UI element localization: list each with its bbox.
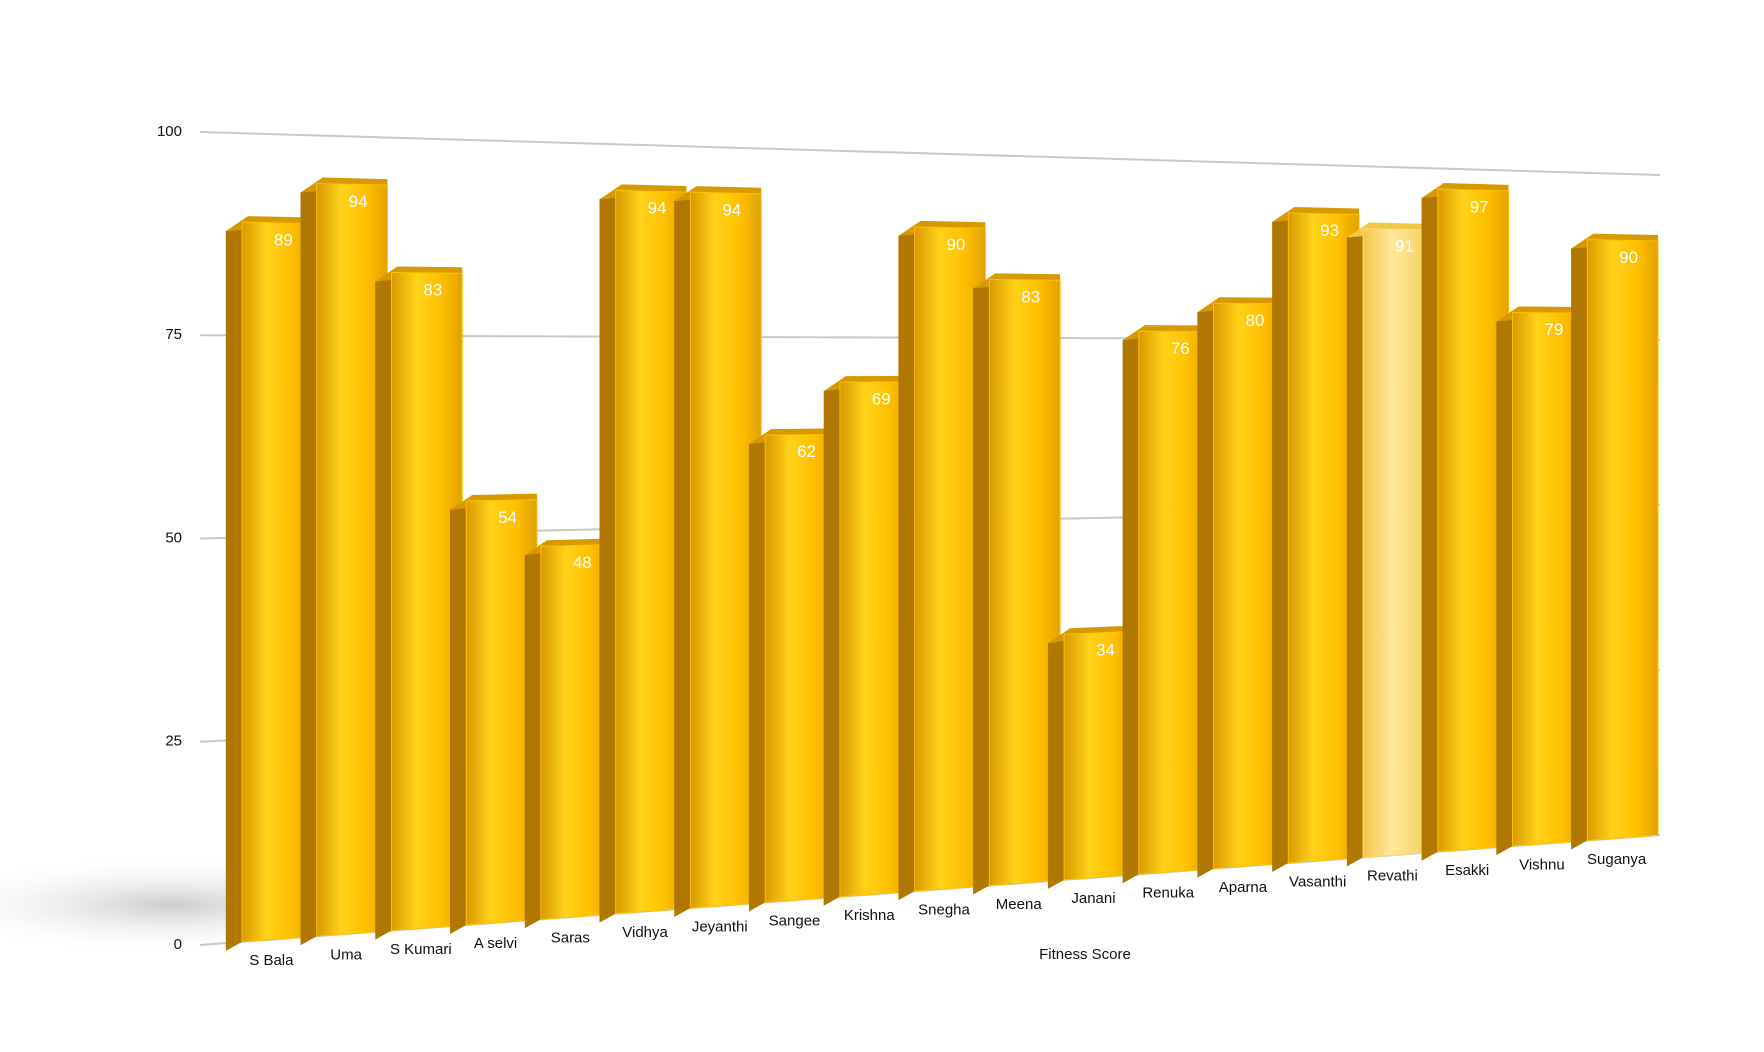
value-label: 89 [274,230,293,249]
y-tick-label: 75 [165,326,182,343]
y-tick-label: 50 [165,529,182,546]
value-label: 90 [947,235,966,254]
bar-side [1122,331,1139,884]
bar-side [524,546,541,929]
x-tick-label: Aparna [1219,879,1268,896]
x-tick-label: Snegha [918,901,970,918]
y-tick-label: 100 [157,123,182,140]
value-label: 90 [1619,248,1638,267]
bars: 89 S Bala 94 Uma 83 S Kumari 54 A selvi 48 Saras 9… [225,177,1659,969]
grid-line [199,131,1661,176]
y-tick-label: 0 [174,936,182,953]
value-label: 94 [722,200,741,219]
bar-side [973,279,990,895]
y-tick-label: 25 [165,733,182,750]
value-label: 93 [1320,221,1339,240]
bar-side [1346,228,1364,867]
value-label: 69 [872,389,891,408]
x-tick-label: Uma [330,947,362,964]
bar-side [748,435,766,912]
x-tick-label: Renuka [1142,885,1194,902]
bar-side [823,382,840,906]
value-label: 94 [349,192,368,211]
x-tick-label: Jeyanthi [692,918,748,935]
x-tick-label: Janani [1071,890,1115,907]
value-label: 80 [1245,311,1264,330]
x-tick-label: Vasanthi [1289,873,1346,890]
bar-side [300,183,317,946]
x-tick-label: Vishnu [1519,856,1565,873]
bar-side [1047,634,1065,889]
bar-side [225,222,242,951]
x-tick-label: Suganya [1587,851,1647,868]
value-label: 83 [423,280,442,299]
x-tick-label: Vidhya [622,924,668,941]
value-label: 97 [1470,197,1489,216]
x-tick-label: Revathi [1367,868,1418,885]
x-axis-title: Fitness Score [1039,946,1131,963]
bar-side [1272,212,1289,873]
x-tick-label: A selvi [474,935,517,952]
value-label: 83 [1021,287,1040,306]
bar-side [1421,188,1438,861]
x-tick-label: Meena [996,896,1043,913]
x-tick-label: S Bala [249,952,294,969]
bar-side [375,272,392,940]
bar-side [1496,312,1513,856]
x-tick-label: Esakki [1445,862,1489,879]
bar-side [1197,303,1214,878]
value-label: 79 [1544,320,1563,339]
x-tick-label: Saras [551,930,590,947]
value-label: 76 [1171,339,1190,358]
value-label: 94 [648,199,667,218]
bar-side [450,500,467,934]
bar [1586,239,1659,842]
value-label: 48 [573,553,592,572]
bar-side [599,190,616,923]
value-label: 62 [797,442,816,461]
bar-side [898,226,915,901]
value-label: 54 [498,508,517,527]
x-tick-label: S Kumari [390,941,452,958]
bar-side [1571,239,1588,850]
x-tick-label: Krishna [844,907,896,924]
x-tick-label: Sangee [769,913,821,930]
bar-side [674,192,691,918]
value-label: 91 [1395,237,1414,256]
value-label: 34 [1096,640,1115,659]
